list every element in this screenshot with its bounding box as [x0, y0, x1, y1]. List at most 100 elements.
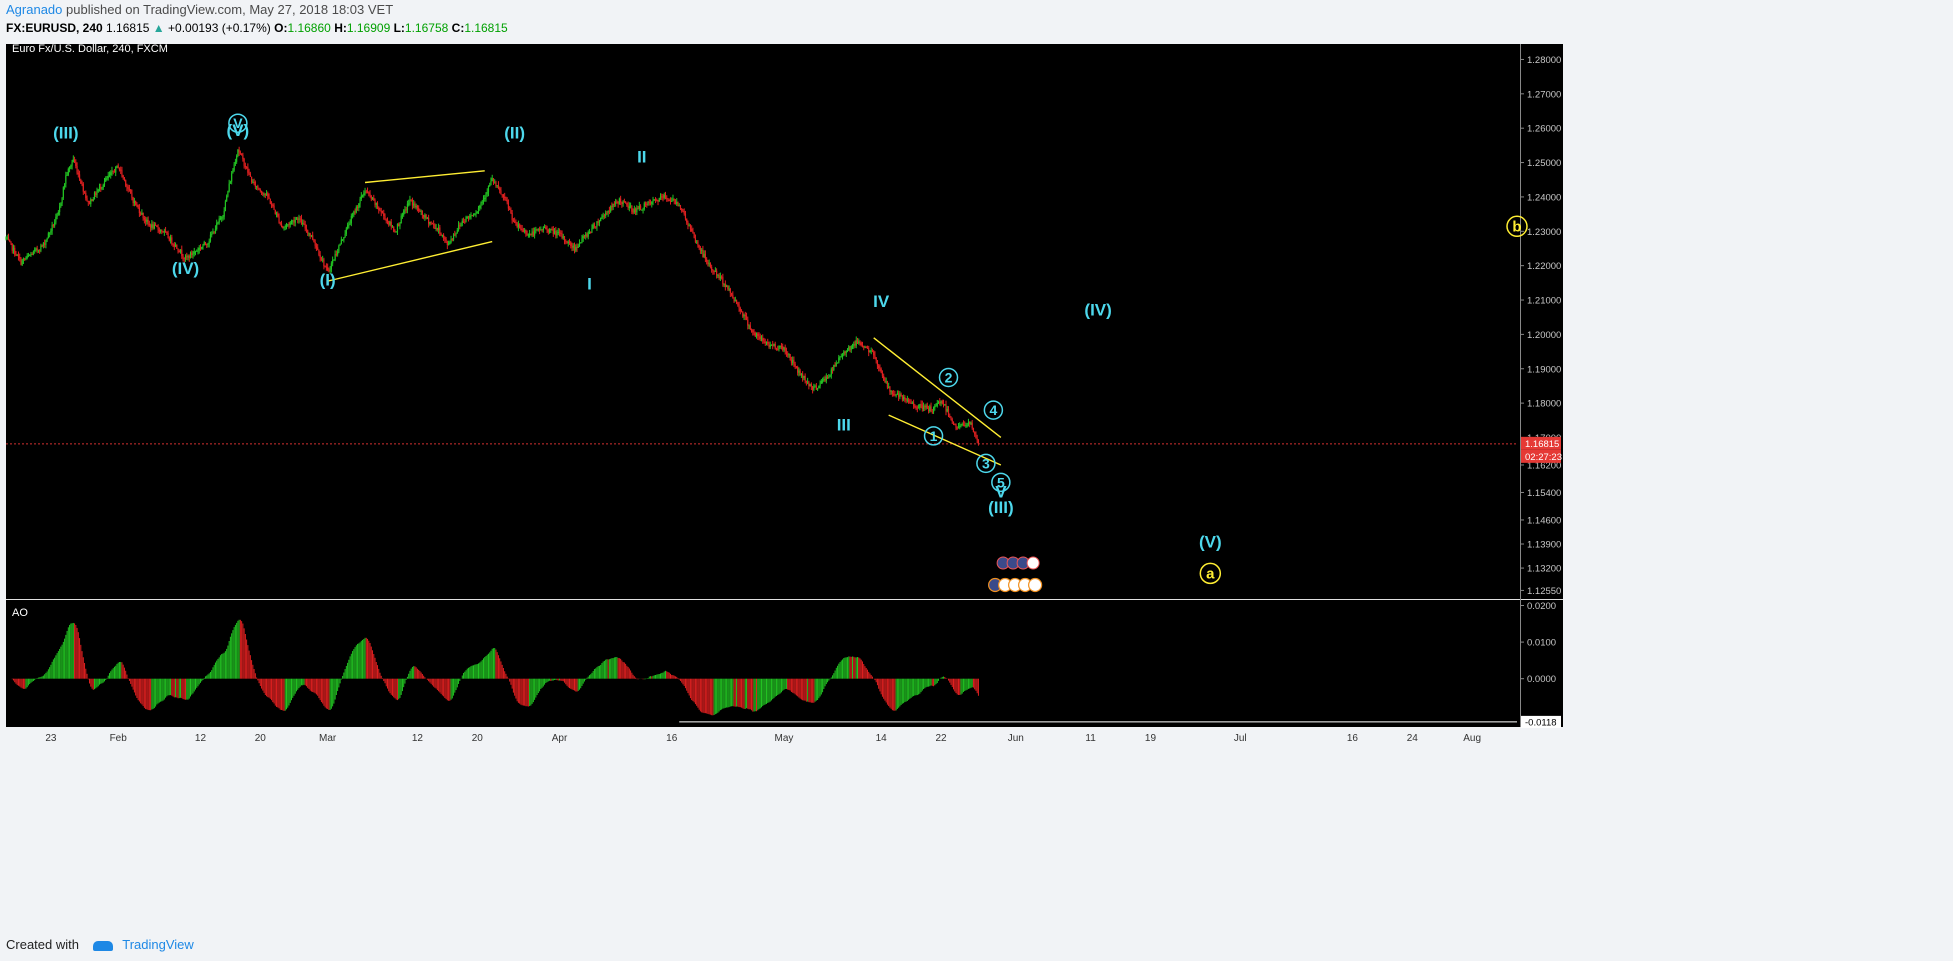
candle-body — [651, 201, 653, 205]
candle-body — [324, 266, 326, 268]
candle-body — [944, 404, 946, 406]
candle-body — [620, 198, 622, 203]
candle-body — [505, 197, 507, 201]
time-tick-label: Apr — [552, 733, 568, 744]
candle-body — [213, 231, 215, 233]
candle-body — [353, 211, 355, 215]
candle-body — [34, 249, 36, 252]
candle-body — [369, 193, 371, 196]
candle-body — [394, 231, 396, 233]
candle-body — [626, 202, 628, 206]
ao-axis: 0.0200 0.0100 0.0000 -0.0118 — [1520, 601, 1561, 728]
candle-body — [768, 343, 770, 347]
candle-body — [679, 205, 682, 209]
candle-body — [368, 192, 370, 194]
candle-body — [182, 255, 184, 259]
candle-body — [838, 357, 840, 363]
candle-body — [166, 232, 168, 234]
candle-body — [805, 380, 807, 383]
candle-body — [181, 249, 183, 256]
wave-label: b — [1512, 218, 1521, 235]
candle-body — [338, 245, 340, 252]
candle-body — [507, 202, 510, 209]
candle-body — [442, 234, 445, 238]
wave-label: (I) — [320, 271, 336, 290]
candle-body — [126, 185, 128, 188]
candle-body — [60, 203, 62, 207]
candle-body — [11, 243, 13, 251]
price-chart[interactable]: Euro Fx/U.S. Dollar, 240, FXCM 23 Feb 12 20… — [0, 44, 1953, 931]
candle-body — [193, 251, 195, 254]
candle-body — [211, 234, 213, 236]
candle-body — [863, 346, 865, 348]
candle-body — [388, 221, 390, 225]
candle-body — [5, 237, 7, 239]
candle-body — [209, 234, 212, 242]
candle-body — [678, 205, 680, 207]
candle-body — [793, 359, 795, 365]
candle-body — [263, 194, 265, 196]
candle-body — [748, 325, 750, 327]
candle-body — [257, 185, 259, 189]
candle-body — [455, 232, 457, 235]
candle-body — [663, 194, 665, 198]
candle-body — [496, 185, 498, 187]
candle-body — [959, 426, 961, 428]
candle-body — [661, 196, 663, 198]
candle-body — [130, 189, 132, 194]
event-icons[interactable] — [988, 556, 1043, 593]
candle-body — [812, 386, 814, 390]
candle-body — [425, 214, 427, 219]
candle-body — [821, 380, 824, 382]
candle-body — [248, 172, 250, 174]
candle-body — [419, 211, 421, 213]
footer: Created with TradingView — [6, 937, 194, 952]
price-tick-label: 1.24000 — [1527, 192, 1561, 203]
candle-body — [563, 236, 566, 241]
last-price-label: 1.16815 — [1525, 439, 1559, 450]
candle-body — [206, 244, 208, 246]
candle-body — [470, 215, 472, 217]
candle-body — [769, 344, 771, 347]
candle-body — [809, 384, 811, 386]
candle-body — [85, 192, 87, 199]
wave-circle — [228, 113, 248, 133]
candle-body — [749, 325, 751, 330]
candle-body — [669, 200, 672, 202]
candle-body — [849, 346, 851, 350]
tradingview-link[interactable]: TradingView — [122, 937, 194, 952]
candle-body — [383, 213, 385, 217]
candle-body — [560, 232, 562, 234]
candle-body — [194, 251, 197, 253]
price-tick-label: 1.20000 — [1527, 330, 1561, 341]
candle-body — [358, 203, 360, 208]
candle-body — [348, 224, 350, 226]
candle-body — [404, 209, 406, 211]
candle-body — [317, 247, 319, 250]
candle-body — [328, 270, 330, 272]
candle-body — [379, 210, 381, 212]
candle-body — [399, 223, 401, 227]
candle-body — [262, 193, 264, 195]
candle-body — [500, 190, 502, 195]
candle-body — [697, 241, 699, 246]
candle-body — [621, 202, 623, 205]
candle-body — [67, 168, 69, 175]
candle-body — [615, 201, 617, 205]
author-link[interactable]: Agranado — [6, 2, 63, 17]
candle-body — [970, 422, 972, 424]
candle-body — [501, 194, 503, 196]
candle-body — [921, 404, 923, 410]
wave-label: (III) — [53, 124, 79, 143]
candle-body — [940, 401, 942, 404]
candle-body — [520, 228, 522, 230]
candle-body — [277, 213, 279, 217]
candle-body — [803, 375, 805, 378]
candle-body — [774, 343, 776, 349]
candle-body — [107, 175, 109, 179]
candle-body — [346, 224, 349, 229]
trendlines[interactable] — [327, 170, 1002, 466]
candle-body — [562, 236, 564, 238]
candle-body — [229, 181, 232, 184]
candle-body — [356, 206, 359, 208]
